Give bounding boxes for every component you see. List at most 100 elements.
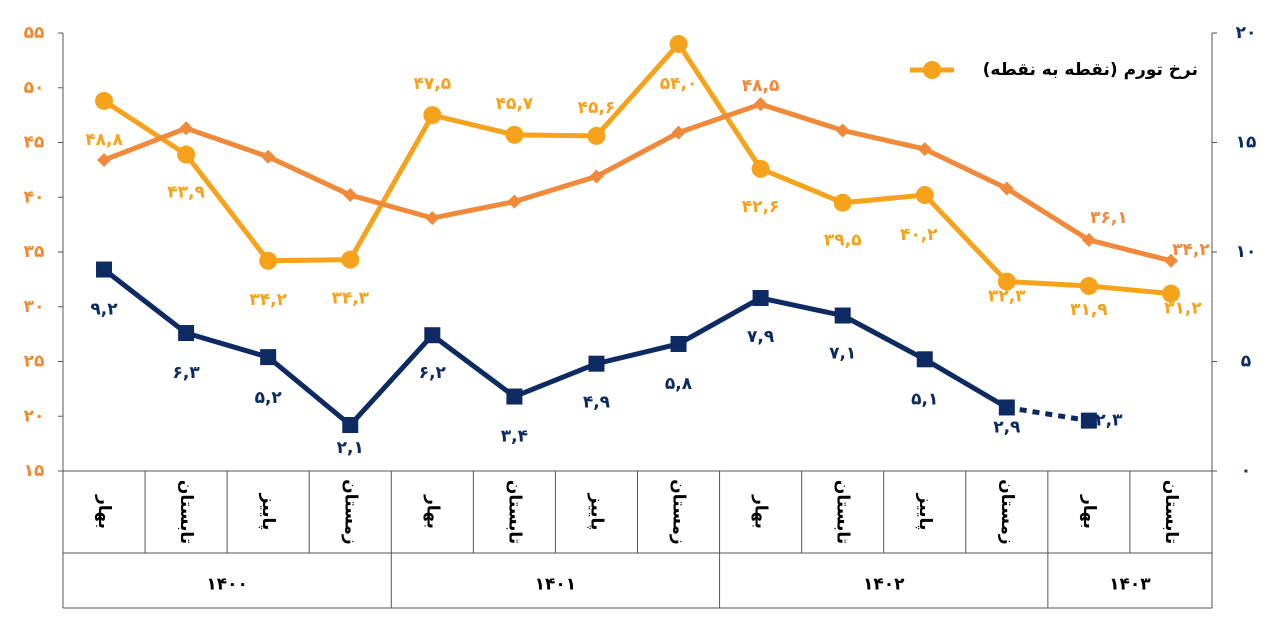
- point: [833, 193, 852, 212]
- point: [179, 121, 194, 136]
- data-label: ۵,۸: [665, 374, 693, 394]
- series-line: [1006, 405, 1090, 424]
- point: [506, 388, 523, 405]
- x-tick-label: زمستان: [669, 479, 689, 544]
- point: [998, 399, 1015, 416]
- data-label: ۴۸,۵: [742, 76, 780, 96]
- x-tick-label: بهار: [1079, 494, 1099, 529]
- point: [342, 417, 359, 434]
- point: [1163, 253, 1178, 268]
- y2-tick-label: ۲۰: [1236, 23, 1257, 43]
- data-label: ۷,۹: [747, 327, 775, 347]
- point: [505, 125, 524, 144]
- y-tick-label: ۳۵: [24, 242, 45, 262]
- point: [587, 126, 606, 145]
- data-label: ۶,۳: [172, 363, 200, 383]
- y-tick-label: ۴۰: [24, 187, 45, 207]
- point: [834, 307, 851, 324]
- data-label: ۴۷,۵: [414, 74, 452, 94]
- data-label: ۴۳,۹: [167, 183, 205, 203]
- x-tick-label: بهار: [94, 494, 114, 529]
- x-tick-label: پاییز: [586, 493, 606, 531]
- point: [917, 142, 932, 157]
- data-label: ۷,۱: [829, 344, 856, 364]
- point: [752, 289, 769, 306]
- point: [95, 91, 114, 110]
- data-label: ۳,۴: [501, 427, 528, 447]
- legend-label: نرخ تورم (نقطه به نقطه): [983, 60, 1198, 80]
- point: [588, 355, 605, 372]
- x-tick-label: زمستان: [997, 479, 1017, 544]
- series-line: [103, 101, 1172, 264]
- point: [753, 97, 768, 112]
- point: [424, 327, 441, 344]
- x-tick-label: زمستان: [340, 479, 360, 544]
- data-label: ۳۱,۲: [1164, 299, 1202, 319]
- series-line: [102, 41, 1172, 297]
- group-label: ۱۴۰۲: [863, 575, 905, 595]
- point: [589, 169, 604, 184]
- data-label: ۴۲,۶: [742, 197, 780, 217]
- point: [507, 194, 522, 209]
- y-tick-label: ۵۵: [24, 23, 45, 43]
- point: [671, 125, 686, 140]
- y2-tick-label: ۵: [1241, 352, 1251, 372]
- x-tick-label: تابستان: [833, 480, 853, 544]
- y-tick-label: ۵۰: [24, 78, 45, 98]
- point: [260, 349, 277, 366]
- data-label: ۴۵,۶: [578, 98, 616, 118]
- group-label: ۱۴۰۰: [206, 575, 248, 595]
- y-tick-label: ۲۵: [24, 352, 45, 372]
- data-label: ۴۸,۸: [85, 130, 123, 150]
- x-tick-label: بهار: [751, 494, 771, 529]
- data-label: ۲,۹: [993, 417, 1021, 437]
- data-label: ۴,۹: [583, 393, 611, 413]
- y2-tick-label: ۰: [1241, 461, 1251, 481]
- point: [915, 186, 934, 205]
- point: [177, 145, 196, 164]
- data-label: ۳۲,۳: [988, 287, 1026, 307]
- point: [999, 181, 1014, 196]
- x-tick-label: تابستان: [1161, 480, 1181, 544]
- series-line: [102, 267, 1009, 428]
- point: [997, 272, 1016, 291]
- point: [425, 211, 440, 226]
- point: [916, 351, 933, 368]
- x-tick-label: تابستان: [176, 480, 196, 544]
- y-tick-label: ۳۰: [24, 297, 45, 317]
- y2-tick-label: ۱۵: [1236, 133, 1257, 153]
- x-tick-label: پاییز: [915, 493, 935, 531]
- data-label: ۵,۱: [911, 389, 938, 409]
- y-tick-label: ۲۰: [24, 406, 45, 426]
- data-label: ۹,۲: [90, 300, 118, 320]
- point: [669, 34, 688, 53]
- data-label: ۲,۳: [1095, 411, 1123, 431]
- point: [835, 123, 850, 138]
- group-label: ۱۴۰۳: [1109, 575, 1151, 595]
- data-label: ۳۹,۵: [824, 231, 862, 251]
- data-label: ۳۱,۹: [1070, 300, 1108, 320]
- point: [341, 250, 360, 269]
- point: [259, 251, 278, 270]
- point: [178, 325, 195, 342]
- data-label: ۵۴,۰: [660, 74, 698, 94]
- x-tick-label: تابستان: [504, 480, 524, 544]
- y-tick-label: ۴۵: [24, 133, 45, 153]
- point: [1079, 276, 1098, 295]
- group-label: ۱۴۰۱: [535, 575, 577, 595]
- point: [423, 106, 442, 125]
- data-label: ۴۵,۷: [496, 94, 534, 114]
- point: [1080, 412, 1097, 429]
- data-label: ۳۴,۲: [249, 290, 287, 310]
- x-tick-label: پاییز: [258, 493, 278, 531]
- point: [261, 149, 276, 164]
- data-label: ۴۰,۲: [900, 225, 938, 245]
- x-tick-label: بهار: [422, 494, 442, 529]
- data-label: ۶,۲: [419, 363, 447, 383]
- point: [751, 159, 770, 178]
- data-label: ۳۶,۱: [1090, 208, 1128, 228]
- y2-tick-label: ۱۰: [1236, 242, 1257, 262]
- point: [96, 261, 113, 278]
